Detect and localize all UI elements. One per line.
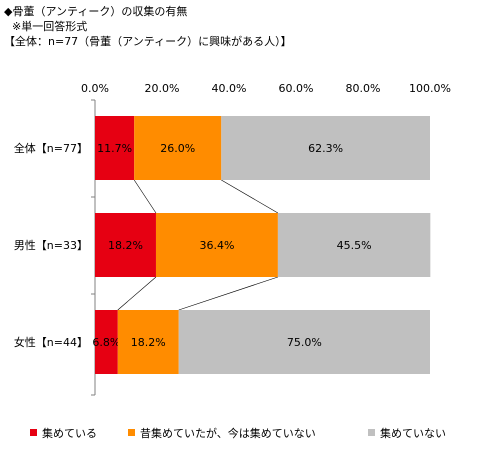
bar-segment [277, 213, 431, 277]
legend-swatch-not-collecting [368, 429, 375, 436]
legend-item-not-collecting: 集めていない [368, 425, 446, 441]
x-tick-label: 60.0% [279, 82, 314, 95]
data-label: 18.2% [108, 239, 143, 252]
chart-base-note: 【全体：n=77（骨董（アンティーク）に興味がある人）】 [4, 35, 292, 48]
connector-line [133, 179, 157, 214]
x-tick-label: 40.0% [212, 82, 247, 95]
category-label: 全体【n=77】 [14, 141, 88, 155]
x-tick-label: 100.0% [409, 82, 451, 95]
legend-label-not-collecting: 集めていない [380, 427, 446, 440]
data-label: 6.8% [92, 336, 120, 349]
data-label: 11.7% [97, 142, 132, 155]
bar-segment [134, 116, 222, 180]
bar-segment [117, 310, 179, 374]
legend-item-used-to: 昔集めていたが、今は集めていない [128, 425, 316, 441]
legend-swatch-collecting [30, 429, 37, 436]
chart-title: ◆骨董（アンティーク）の収集の有無 [4, 5, 188, 18]
x-tick-label: 80.0% [346, 82, 381, 95]
legend-label-used-to: 昔集めていたが、今は集めていない [140, 427, 316, 440]
data-label: 75.0% [287, 336, 322, 349]
connector-line [221, 179, 279, 214]
chart-header: ◆骨董（アンティーク）の収集の有無 ※単一回答形式 【全体：n=77（骨董（アン… [4, 4, 292, 49]
bar-segment [221, 116, 430, 180]
category-label: 女性【n=44】 [14, 335, 88, 349]
bar-segment [95, 213, 156, 277]
data-label: 18.2% [131, 336, 166, 349]
data-label: 45.5% [337, 239, 372, 252]
bar-segment [95, 310, 118, 374]
category-label: 男性【n=33】 [14, 238, 88, 252]
legend-swatch-used-to [128, 429, 135, 436]
data-label: 36.4% [199, 239, 234, 252]
legend-item-collecting: 集めている [30, 425, 97, 441]
x-tick-label: 0.0% [81, 82, 109, 95]
bar-segment [178, 310, 430, 374]
connector-line [178, 276, 279, 311]
connector-line [117, 276, 157, 311]
bar-segment [155, 213, 278, 277]
chart-subtitle: ※単一回答形式 [12, 20, 88, 33]
bar-segment [95, 116, 135, 180]
legend-label-collecting: 集めている [42, 427, 97, 440]
data-label: 62.3% [308, 142, 343, 155]
x-tick-label: 20.0% [145, 82, 180, 95]
data-label: 26.0% [160, 142, 195, 155]
